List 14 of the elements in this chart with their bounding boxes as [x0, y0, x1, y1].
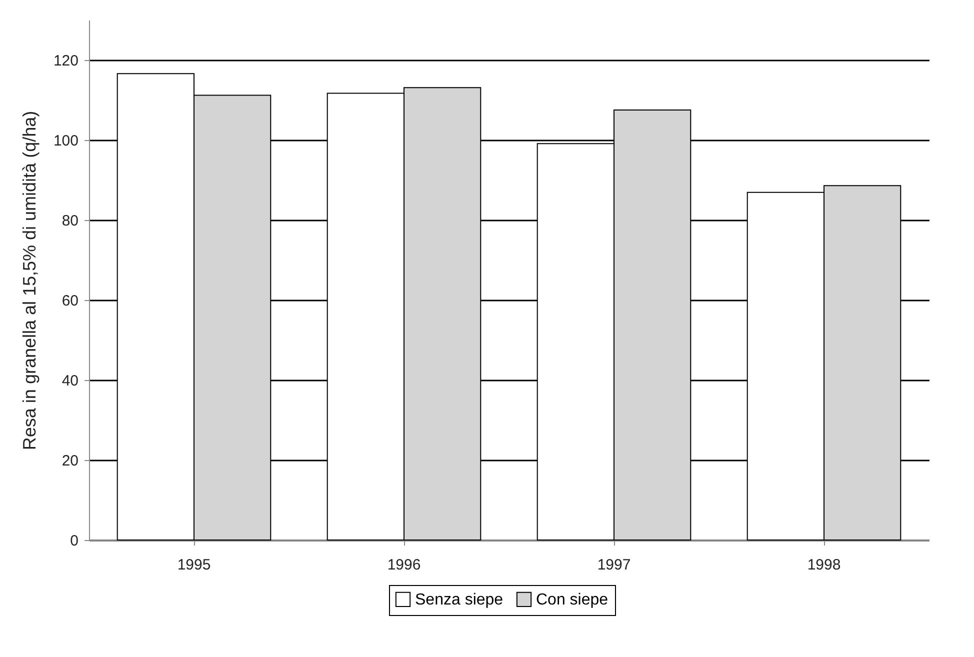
y-tick-label: 40	[62, 372, 78, 390]
y-tick-label: 120	[53, 52, 78, 70]
y-tick-label: 80	[62, 212, 78, 230]
y-tick-label: 0	[70, 532, 78, 550]
legend-label: Senza siepe	[415, 591, 504, 608]
y-tick-label: 20	[62, 452, 78, 470]
x-tick-label: 1997	[597, 556, 631, 574]
y-tick-label: 100	[53, 132, 78, 150]
legend-label: Con siepe	[536, 591, 608, 608]
y-axis-title: Resa in granella al 15,5% di umidità (q/ha)	[19, 110, 40, 450]
y-tick-label: 60	[62, 292, 78, 310]
x-tick-label: 1995	[177, 556, 211, 574]
x-tick-label: 1996	[387, 556, 421, 574]
x-tick-label: 1998	[807, 556, 841, 574]
